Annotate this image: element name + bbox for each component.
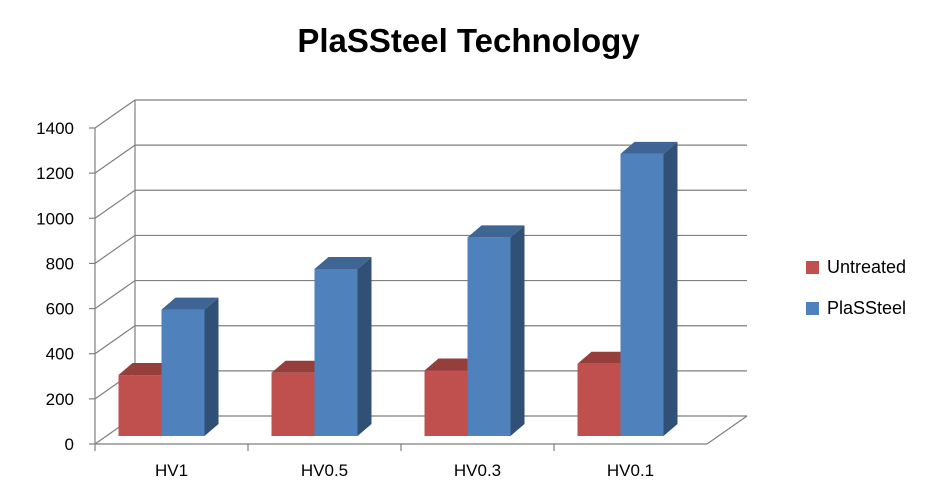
side-gridline-6 [94, 144, 136, 174]
bar-untreated-hv0-5 [271, 372, 315, 436]
y-tick-label-5: 1000 [36, 209, 74, 228]
bar-top-untreated-2 [424, 358, 482, 371]
chart-title: PlaSSteel Technology [297, 22, 640, 59]
y-tick-label-2: 400 [46, 345, 74, 364]
y-tick-label-0: 0 [65, 435, 74, 454]
bar-top-plassteel-1 [314, 256, 372, 269]
bar-side-plassteel-3 [663, 141, 678, 436]
legend-item-untreated: Untreated [806, 254, 906, 280]
legend-item-plassteel: PlaSSteel [806, 295, 906, 321]
bar-top-plassteel-2 [467, 225, 525, 238]
bar-plassteel-hv1 [161, 309, 205, 436]
legend-label-plassteel: PlaSSteel [827, 297, 907, 318]
legend-label-untreated: Untreated [827, 256, 907, 277]
x-tick-label-3: HV0.1 [607, 461, 654, 480]
bar-untreated-hv0-3 [424, 370, 468, 436]
bar-side-plassteel-0 [204, 297, 219, 436]
bar-top-untreated-3 [577, 351, 635, 364]
bar-untreated-hv0-1 [577, 363, 621, 436]
legend-swatch-plassteel [806, 301, 819, 315]
bar-side-plassteel-1 [357, 256, 372, 436]
x-tick-label-2: HV0.3 [454, 461, 501, 480]
bar-top-untreated-1 [271, 360, 329, 373]
bar-plassteel-hv0-3 [467, 237, 511, 436]
bar-untreated-hv1 [118, 375, 162, 436]
y-tick-label-7: 1400 [36, 119, 74, 138]
side-gridline-5 [94, 189, 136, 219]
side-gridline-2 [94, 325, 136, 355]
bar-top-untreated-0 [118, 363, 176, 376]
legend: Untreated PlaSSteel [806, 254, 906, 336]
side-gridline-7 [94, 99, 136, 129]
y-tick-label-1: 200 [46, 390, 74, 409]
y-tick-label-6: 1200 [36, 164, 74, 183]
y-tick-label-3: 600 [46, 300, 74, 319]
side-gridline-4 [94, 234, 136, 264]
y-tick-label-4: 800 [46, 254, 74, 273]
bar-top-plassteel-3 [620, 141, 678, 154]
floor-right-edge [706, 415, 748, 445]
bar-plassteel-hv0-1 [620, 153, 664, 436]
bar-top-plassteel-0 [161, 297, 219, 310]
bar-plassteel-hv0-5 [314, 268, 358, 436]
x-tick-label-1: HV0.5 [301, 461, 348, 480]
bar-side-plassteel-2 [510, 225, 525, 436]
x-tick-label-0: HV1 [155, 461, 188, 480]
side-gridline-3 [94, 280, 136, 310]
legend-swatch-untreated [806, 260, 819, 274]
